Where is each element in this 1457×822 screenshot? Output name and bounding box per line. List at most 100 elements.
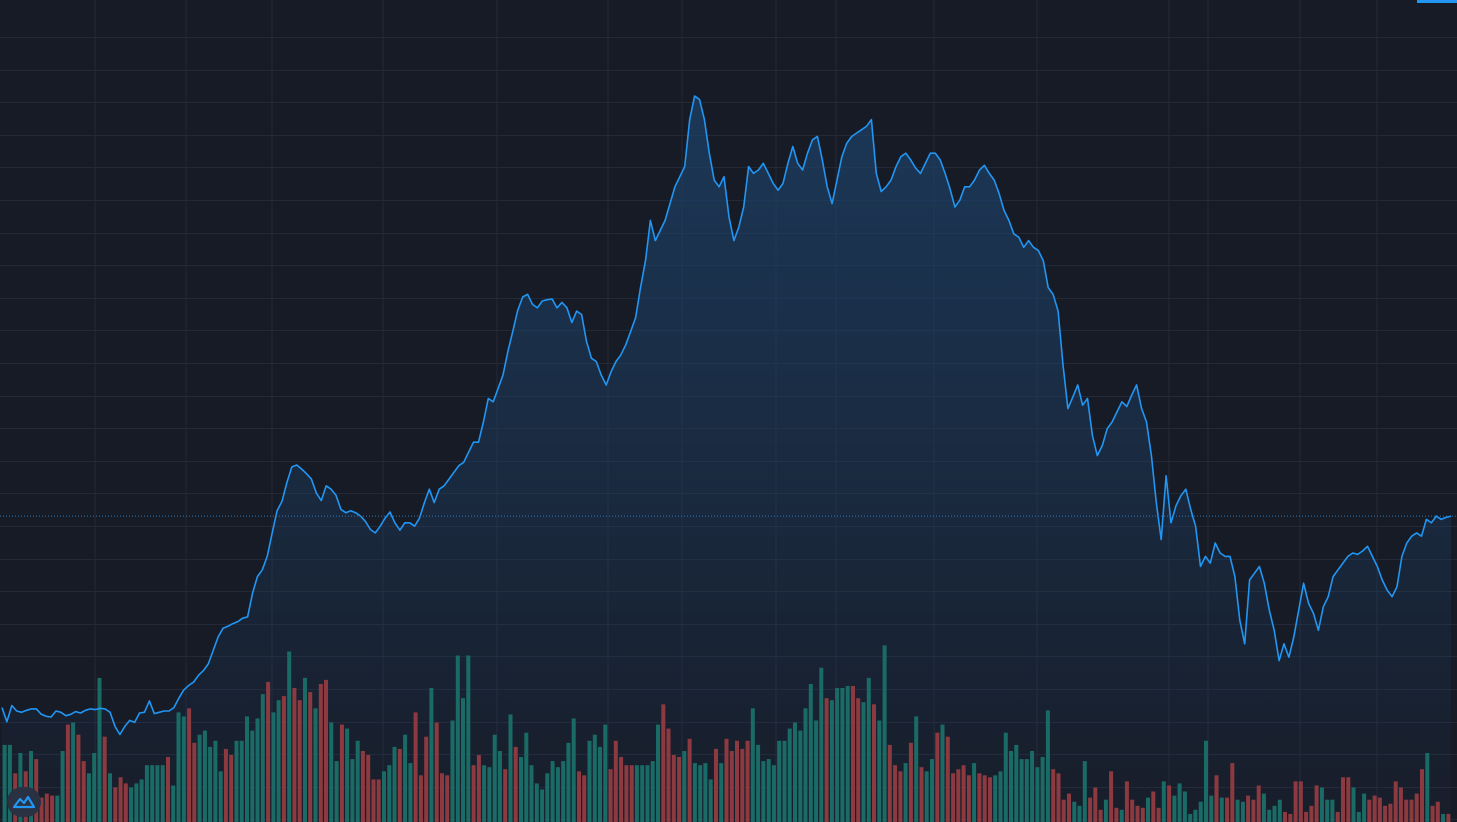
volume-bar [1256, 785, 1261, 822]
volume-bar [1446, 813, 1451, 822]
volume-bar [134, 783, 139, 822]
volume-bar [1161, 781, 1166, 822]
volume-bar [903, 763, 908, 822]
volume-bar [682, 751, 687, 822]
volume-bar [71, 722, 76, 822]
volume-bar [55, 795, 60, 822]
volume-bar [919, 767, 924, 822]
volume-bar [1182, 791, 1187, 822]
volume-bar [234, 740, 239, 822]
volume-bar [956, 769, 961, 822]
volume-bar [1140, 807, 1145, 822]
volume-bar [171, 785, 176, 822]
price-line-layer [1, 95, 1452, 736]
volume-bar [102, 736, 107, 822]
volume-bar [345, 728, 350, 822]
volume-bar [714, 748, 718, 822]
volume-bar [708, 779, 713, 822]
volume-bar [824, 698, 829, 822]
volume-bar [1335, 811, 1340, 822]
volume-bar [961, 765, 966, 822]
volume-bar [677, 757, 682, 822]
volume-bar [355, 740, 360, 822]
volume-bar [181, 716, 186, 822]
volume-bar [719, 763, 724, 822]
volume-bar [534, 783, 539, 822]
volume-bar [176, 712, 181, 822]
volume-bar [1035, 767, 1040, 822]
volume-bar [882, 645, 887, 822]
volume-bar [761, 761, 766, 822]
volume-bar [187, 708, 192, 822]
volume-bar [118, 777, 123, 822]
volume-bar [908, 742, 913, 822]
volume-bar [1130, 799, 1135, 822]
volume-bar [571, 718, 576, 822]
volume-bar [255, 718, 260, 822]
tradingview-logo-icon [13, 795, 35, 809]
volume-bar [29, 751, 33, 822]
volume-bar [840, 688, 845, 822]
volume-bar [1040, 757, 1045, 822]
volume-bar [487, 767, 492, 822]
volume-bar [750, 708, 755, 822]
volume-bar [92, 753, 97, 822]
volume-bar [872, 704, 876, 822]
volume-bar [466, 655, 471, 822]
volume-bar [866, 677, 871, 822]
volume-bar [561, 761, 566, 822]
volume-bar [508, 714, 513, 822]
volume-bar [835, 688, 840, 822]
volume-bar [7, 744, 12, 822]
volume-bar [519, 757, 523, 822]
volume-bar [313, 708, 318, 822]
volume-bar [160, 765, 165, 822]
volume-bar [1240, 801, 1245, 822]
volume-bar [550, 761, 555, 822]
volume-bar [966, 775, 971, 822]
volume-bar [1246, 795, 1251, 822]
volume-bar [429, 688, 434, 822]
volume-bar [829, 700, 834, 822]
volume-bar [123, 783, 128, 822]
price-line [1, 95, 1452, 736]
volume-bar [1119, 809, 1124, 822]
volume-bar [1304, 811, 1309, 822]
volume-bar [1225, 797, 1230, 822]
volume-bar [376, 779, 381, 822]
volume-bar [887, 744, 892, 822]
volume-bar [861, 702, 866, 822]
volume-bar [982, 775, 987, 822]
volume-bar [408, 763, 413, 822]
volume-bar [582, 775, 587, 822]
volume-bar [471, 765, 476, 822]
volume-bar [1204, 740, 1208, 822]
volume-bar [624, 765, 629, 822]
volume-bar [661, 704, 666, 822]
volume-bar [993, 775, 998, 822]
volume-bar [619, 757, 624, 822]
volume-bar [640, 765, 645, 822]
volume-bar [245, 716, 249, 822]
volume-bar [1420, 769, 1424, 822]
volume-bar [292, 688, 297, 822]
volume-bar [945, 736, 950, 822]
volume-bar [587, 740, 592, 822]
volume-bar [113, 787, 118, 822]
volume-bar [771, 765, 776, 822]
volume-bar [629, 765, 634, 822]
volume-bar [1404, 799, 1409, 822]
volume-bar [1030, 751, 1035, 822]
volume-bar [1061, 799, 1066, 822]
volume-bar [2, 744, 7, 822]
volume-bar [497, 751, 502, 822]
volume-bar [856, 698, 861, 822]
volume-bar [935, 732, 940, 822]
volume-bar [729, 751, 734, 822]
tradingview-logo-button[interactable] [7, 787, 41, 817]
volume-bar [645, 765, 650, 822]
volume-bar [329, 722, 334, 822]
volume-bar [250, 730, 255, 822]
